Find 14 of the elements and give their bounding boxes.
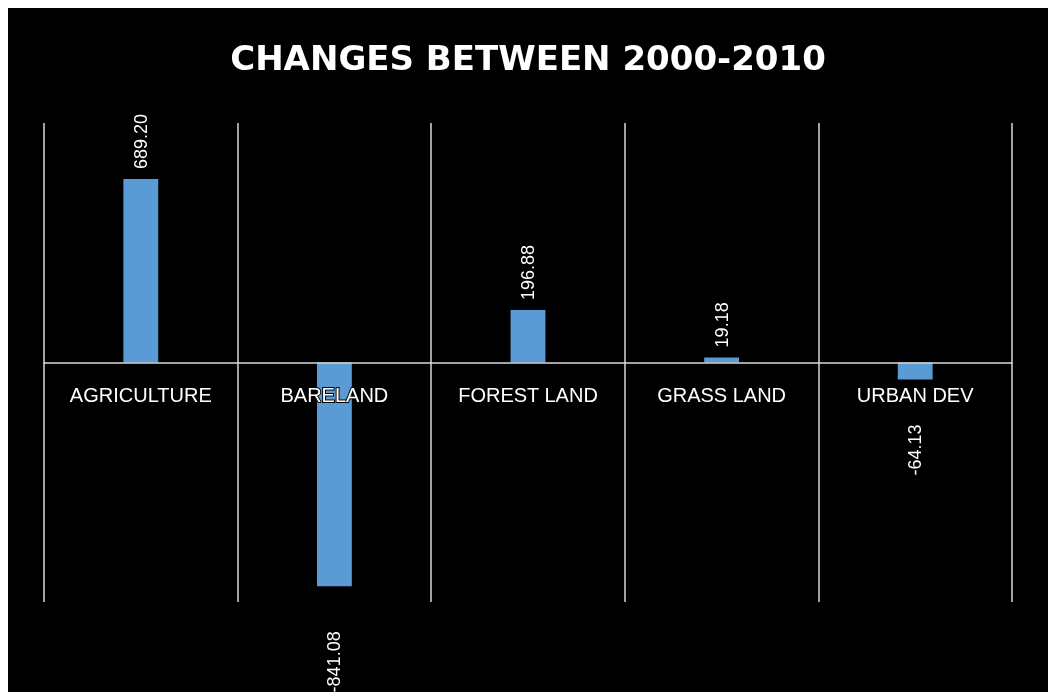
data-label: 196.88 xyxy=(518,245,538,301)
x-tick-label: FOREST LAND xyxy=(458,383,598,406)
data-label: 19.18 xyxy=(711,302,732,348)
x-tick-label: GRASS LAND xyxy=(657,383,787,406)
data-label: -64.13 xyxy=(905,424,926,476)
bar xyxy=(510,310,546,363)
x-tick-label: URBAN DEV xyxy=(856,383,975,406)
x-tick-label: AGRICULTURE xyxy=(69,383,212,406)
chart-title: CHANGES BETWEEN 2000-2010 xyxy=(230,38,826,78)
bar xyxy=(704,357,740,363)
bar xyxy=(897,362,933,380)
bar xyxy=(123,179,159,363)
data-label: -841.08 xyxy=(324,631,345,693)
data-label: 689.20 xyxy=(130,114,151,170)
